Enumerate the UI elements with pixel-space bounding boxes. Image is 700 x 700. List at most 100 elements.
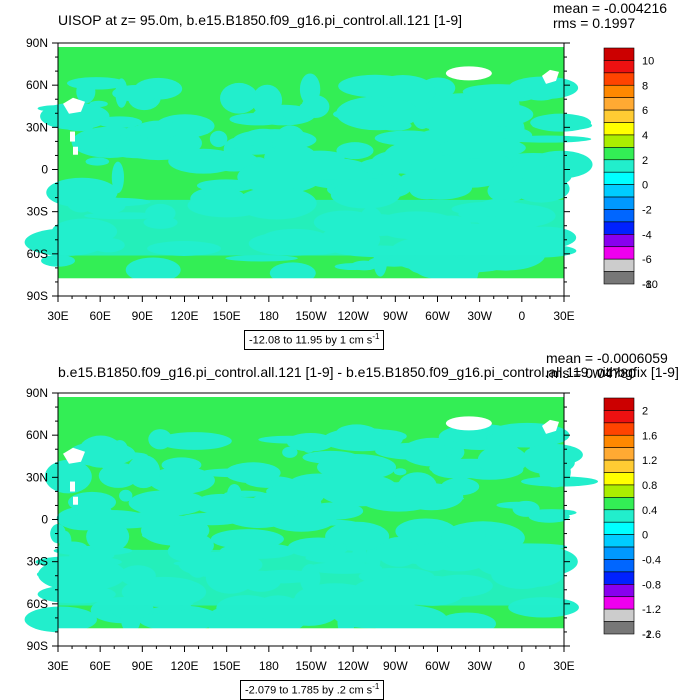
panel1-lat-label: 60S xyxy=(27,247,48,261)
panel2-mean: mean = -0.0006059 xyxy=(546,350,668,366)
panel2-colorbar-label: -1.6 xyxy=(642,629,661,641)
panel2-patch xyxy=(78,435,123,468)
panel1-lon-label: 150E xyxy=(213,309,241,323)
panel1-colorbar-label: 0 xyxy=(642,180,648,192)
panel1-patch xyxy=(66,124,93,132)
panel1-patch xyxy=(334,263,370,270)
panel2-lon-label: 120E xyxy=(170,659,198,673)
panel1-patch xyxy=(261,140,274,147)
panel2-colorbar-box xyxy=(603,596,635,610)
panel1-colorbar-label: 10 xyxy=(642,55,654,67)
panel2-patch xyxy=(301,434,317,453)
panel1-patch xyxy=(438,137,526,159)
panel2-southern-band xyxy=(58,549,564,606)
panel1-lon-label: 30W xyxy=(467,309,492,323)
panel1-patch xyxy=(294,150,345,164)
panel1-colorbar-label: -10 xyxy=(642,279,658,291)
panel1-colorbar-box xyxy=(603,196,635,210)
panel2-patch xyxy=(86,520,130,553)
panel1-colorbar-label: -6 xyxy=(642,254,652,266)
panel1-rms: rms = 0.1997 xyxy=(553,15,636,31)
panel1-southern-band xyxy=(58,199,564,256)
panel2-colorbar-label: 0.4 xyxy=(642,505,657,517)
panel2-patch xyxy=(485,524,510,547)
panel2-patch xyxy=(148,466,215,494)
panel2-lat-label: 90N xyxy=(26,386,48,400)
panel1-lat-label: 90N xyxy=(26,36,48,50)
panel2-rms: rms = 0.04780 xyxy=(546,365,636,381)
panel2-colorbar-box xyxy=(603,472,635,486)
panel1-lon-label: 180 xyxy=(259,309,279,323)
panel1-colorbar-label: -8 xyxy=(642,279,652,291)
panel1-lake-2 xyxy=(73,146,78,155)
panel1-patch xyxy=(168,148,239,174)
panel2-patch xyxy=(225,462,281,484)
panel1-patch xyxy=(135,120,182,139)
panel1-lake-1 xyxy=(70,131,75,142)
panel2-patch xyxy=(301,519,357,526)
panel1-colorbar-box xyxy=(603,60,635,74)
panel2-patch xyxy=(393,468,407,476)
panel1-patch xyxy=(111,161,125,194)
panel2-lon-label: 60W xyxy=(425,659,450,673)
panel1-patch xyxy=(85,157,110,166)
panel1-patch xyxy=(252,84,283,117)
panel2-colorbar-box xyxy=(603,410,635,424)
panel1-patch xyxy=(400,169,460,196)
panel2-lon-label: 30E xyxy=(553,659,574,673)
panel1-patch xyxy=(40,102,110,130)
panel1-patch xyxy=(106,140,172,159)
panel2-patch xyxy=(24,606,97,633)
panel2-lon-label: 180 xyxy=(259,659,279,673)
panel2-lat-label: 60S xyxy=(27,597,48,611)
panel2-colorbar-box xyxy=(603,608,635,622)
panel1-lon-label: 0 xyxy=(518,309,525,323)
panel2-colorbar-box xyxy=(603,584,635,598)
panel1-patch xyxy=(406,252,463,276)
panel2-patch xyxy=(193,493,250,515)
panel2-patch xyxy=(317,453,397,481)
panel1-patch xyxy=(243,128,284,147)
panel2-colorbar-label: -1.2 xyxy=(642,604,661,616)
panel2-colorbar-box xyxy=(603,484,635,498)
panel2-colorbar-label: 0 xyxy=(642,530,648,542)
panel1-patch xyxy=(462,84,534,100)
panel2-patch xyxy=(487,543,567,551)
panel1-arctic-edge xyxy=(58,43,564,47)
panel1-patch xyxy=(336,96,419,131)
panel1-patch xyxy=(530,113,592,132)
panel2-lat-label: 90S xyxy=(27,639,48,653)
panel2-lat-label: 60N xyxy=(26,428,48,442)
panel2-patch xyxy=(126,511,183,529)
panel2-colorbar-label: -0.8 xyxy=(642,579,661,591)
panel1-patch xyxy=(229,112,287,126)
panel2-colorbar-box xyxy=(603,621,635,635)
panel1-lon-label: 120E xyxy=(170,309,198,323)
panel1-colorbar-box xyxy=(603,72,635,86)
panel1-patch xyxy=(264,143,318,172)
panel2-colorbar-box xyxy=(603,397,635,411)
panel2-colorbar-box xyxy=(603,571,635,585)
panel2-patch xyxy=(523,443,583,466)
panel2-lon-label: 30E xyxy=(47,659,68,673)
panel2-patch xyxy=(210,529,284,550)
panel1-colorbar-label: 4 xyxy=(642,130,648,142)
panel1-colorbar-box xyxy=(603,221,635,235)
panel1-lon-label: 90E xyxy=(132,309,153,323)
panel2-colorbar-label: 2 xyxy=(642,405,648,417)
panel1-caspian xyxy=(63,97,85,114)
panel2-patch xyxy=(137,605,220,632)
panel1-patch xyxy=(225,255,298,262)
panel2-patch xyxy=(128,490,207,516)
panel1-patch xyxy=(125,257,181,283)
panel1-colorbar-label: 6 xyxy=(642,105,648,117)
panel2-patch xyxy=(155,611,175,624)
panel1-colorbar-label: -2 xyxy=(642,204,652,216)
panel2-colorbar-box xyxy=(603,559,635,573)
panel2-lon-label: 120W xyxy=(337,659,369,673)
panel2-lon-label: 90W xyxy=(383,659,408,673)
panel2-arctic-edge xyxy=(58,393,564,397)
panel1-patch xyxy=(112,84,161,102)
panel1-colorbar-box xyxy=(603,209,635,223)
panel2-lat-label: 30S xyxy=(27,555,48,569)
